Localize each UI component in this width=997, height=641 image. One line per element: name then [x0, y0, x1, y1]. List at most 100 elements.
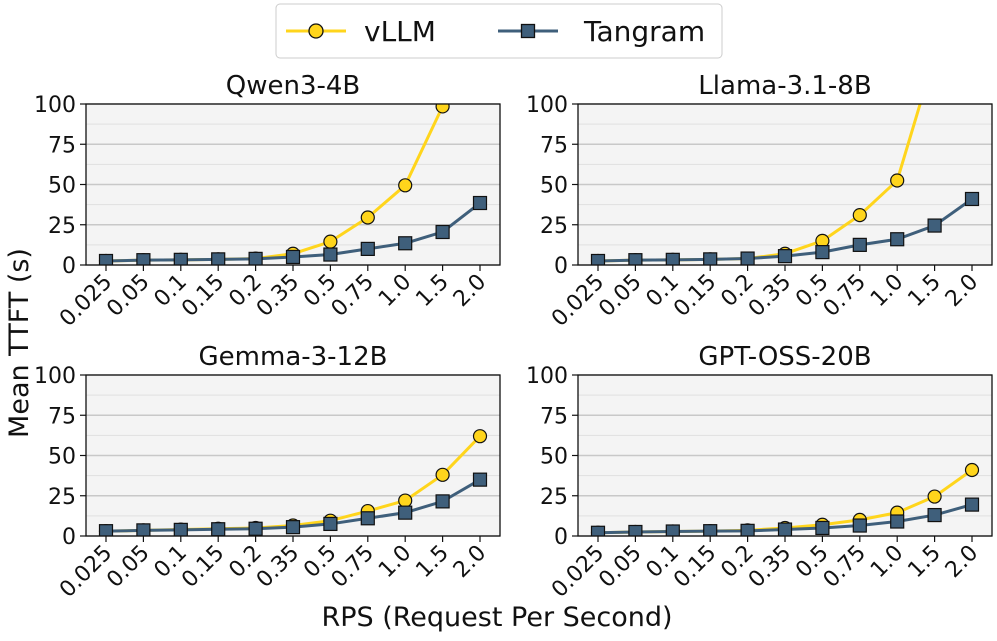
data-point-tangram — [890, 514, 905, 529]
data-point-tangram — [173, 522, 188, 536]
data-point-vllm — [472, 429, 488, 444]
x-tick-label: 0.35 — [744, 270, 796, 322]
y-tick-label: 50 — [48, 445, 76, 470]
x-tick-label: 0.05 — [102, 270, 154, 322]
series-tangram — [98, 195, 488, 265]
data-point-vllm — [964, 462, 980, 478]
panel-title: Llama-3.1-8B — [698, 71, 871, 101]
x-tick-label: 1.0 — [866, 541, 908, 583]
data-point-tangram — [435, 224, 450, 240]
series-tangram — [590, 497, 980, 536]
data-point-tangram — [890, 232, 905, 247]
data-point-tangram — [248, 521, 263, 536]
data-point-tangram — [472, 472, 488, 487]
x-tick-label: 0.75 — [327, 541, 379, 593]
legend-label-vllm: vLLM — [364, 15, 436, 48]
data-point-tangram — [777, 522, 793, 536]
y-tick-label: 0 — [62, 254, 76, 279]
x-tick-label: 0.15 — [177, 270, 229, 322]
data-point-tangram — [703, 524, 718, 536]
data-point-tangram — [927, 507, 942, 523]
data-point-vllm — [852, 207, 867, 223]
data-point-vllm — [398, 493, 413, 508]
data-point-tangram — [628, 524, 643, 536]
data-point-tangram — [98, 253, 114, 265]
data-point-tangram — [136, 253, 151, 265]
y-tick-label: 25 — [540, 485, 568, 510]
data-point-tangram — [665, 524, 680, 536]
chart-panels: Qwen3-4B02550751000.0250.050.10.150.20.3… — [34, 49, 993, 603]
x-tick-label: 2.0 — [941, 541, 983, 583]
plot-frame — [577, 103, 993, 266]
data-point-tangram — [435, 494, 450, 509]
y-tick-label: 75 — [48, 133, 76, 158]
data-point-tangram — [590, 525, 606, 536]
data-point-tangram — [815, 245, 830, 260]
x-tick-label: 0.05 — [594, 270, 646, 322]
x-tick-label: 0.75 — [819, 541, 871, 593]
panel-title: Gemma-3-12B — [199, 342, 388, 372]
data-point-tangram — [173, 252, 188, 265]
x-tick-label: 0.35 — [252, 270, 304, 322]
data-point-vllm — [928, 49, 941, 62]
data-point-tangram — [248, 251, 263, 265]
data-point-tangram — [628, 253, 643, 265]
y-tick-label: 50 — [48, 174, 76, 199]
x-tick-label: 1.5 — [411, 270, 453, 312]
data-point-vllm — [360, 210, 375, 225]
data-point-tangram — [323, 516, 338, 532]
data-point-tangram — [360, 511, 375, 526]
data-point-tangram — [136, 523, 151, 536]
data-point-tangram — [211, 522, 226, 536]
legend-marker-vllm — [308, 23, 324, 39]
y-tick-label: 100 — [526, 364, 568, 389]
x-tick-label: 0.35 — [744, 541, 796, 593]
x-tick-label: 1.0 — [374, 270, 416, 312]
panel-2: Llama-3.1-8B02550751000.0250.050.10.150.… — [526, 49, 993, 332]
data-point-tangram — [211, 252, 226, 265]
data-point-tangram — [740, 523, 755, 536]
y-tick-label: 25 — [48, 214, 76, 239]
x-tick-label: 0.15 — [669, 270, 721, 322]
x-tick-label: 0.75 — [327, 270, 379, 322]
data-point-tangram — [703, 252, 718, 265]
data-point-vllm — [435, 104, 450, 114]
legend-marker-tangram — [520, 23, 536, 39]
data-point-vllm — [398, 178, 413, 193]
data-point-tangram — [740, 251, 755, 265]
y-axis-label: Mean TTFT (s) — [4, 248, 35, 438]
data-point-tangram — [815, 520, 830, 536]
data-point-vllm — [435, 467, 450, 482]
x-tick-label: 1.0 — [866, 270, 908, 312]
plot-frame — [577, 374, 993, 537]
y-tick-label: 75 — [540, 404, 568, 429]
plot-frame — [85, 103, 501, 266]
data-point-tangram — [777, 249, 793, 264]
x-tick-label: 1.5 — [903, 541, 945, 583]
y-tick-label: 0 — [554, 525, 568, 550]
x-tick-label: 1.5 — [903, 270, 945, 312]
data-point-tangram — [852, 237, 867, 252]
y-tick-label: 100 — [34, 364, 76, 389]
data-point-tangram — [285, 249, 301, 265]
x-tick-label: 2.0 — [449, 270, 491, 312]
x-tick-label: 2.0 — [449, 541, 491, 583]
x-tick-label: 0.35 — [252, 541, 304, 593]
y-tick-label: 0 — [62, 525, 76, 550]
y-tick-label: 25 — [540, 214, 568, 239]
x-tick-label: 0.05 — [102, 541, 154, 593]
panel-4: GPT-OSS-20B02550751000.0250.050.10.150.2… — [526, 342, 993, 603]
data-point-tangram — [964, 191, 980, 207]
y-tick-label: 0 — [554, 254, 568, 279]
data-point-tangram — [398, 505, 413, 520]
x-axis-label: RPS (Request Per Second) — [321, 602, 672, 633]
series-tangram — [98, 472, 488, 536]
data-point-vllm — [323, 234, 338, 249]
y-tick-label: 50 — [540, 445, 568, 470]
data-point-tangram — [927, 218, 942, 233]
x-tick-label: 0.75 — [819, 270, 871, 322]
x-tick-label: 0.05 — [594, 541, 646, 593]
panel-1: Qwen3-4B02550751000.0250.050.10.150.20.3… — [34, 71, 501, 332]
data-point-tangram — [360, 241, 375, 256]
